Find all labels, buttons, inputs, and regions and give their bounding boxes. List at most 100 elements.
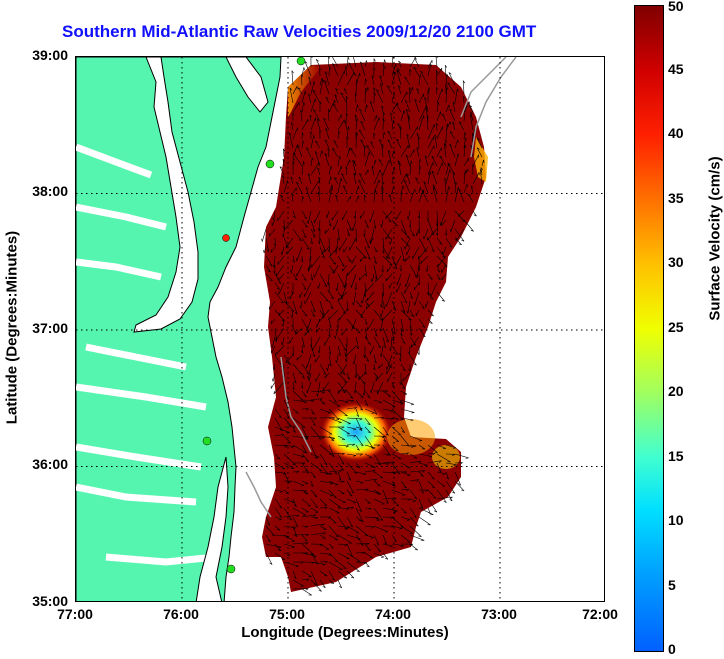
velocity-arrow bbox=[381, 291, 384, 308]
velocity-arrow bbox=[271, 318, 276, 324]
velocity-arrow-head bbox=[345, 112, 349, 116]
velocity-arrow-head bbox=[410, 404, 414, 406]
velocity-arrow-head bbox=[345, 401, 349, 404]
velocity-arrow bbox=[310, 157, 313, 167]
velocity-arrow-head bbox=[313, 81, 316, 85]
velocity-arrow-head bbox=[279, 429, 283, 432]
velocity-arrow-head bbox=[356, 414, 360, 417]
velocity-arrow-head bbox=[399, 268, 402, 272]
velocity-arrow bbox=[314, 354, 321, 363]
velocity-arrow bbox=[363, 145, 366, 158]
velocity-arrow bbox=[382, 408, 394, 412]
velocity-arrow-head bbox=[472, 133, 475, 137]
colorbar-tick: 50 bbox=[668, 0, 684, 14]
velocity-arrow bbox=[331, 210, 339, 221]
velocity-arrow bbox=[371, 381, 375, 393]
velocity-arrow-head bbox=[329, 252, 332, 256]
velocity-arrow bbox=[454, 153, 459, 167]
velocity-arrow-head bbox=[417, 352, 420, 355]
velocity-arrow-head bbox=[412, 87, 414, 91]
velocity-arrow bbox=[283, 444, 295, 447]
velocity-arrow bbox=[454, 453, 469, 459]
velocity-arrow bbox=[391, 92, 395, 104]
velocity-arrow-head bbox=[390, 418, 394, 421]
velocity-arrow-head bbox=[394, 510, 398, 512]
velocity-arrow bbox=[436, 210, 438, 227]
velocity-arrow-head bbox=[383, 131, 386, 136]
velocity-arrow-head bbox=[300, 399, 304, 401]
velocity-arrow-head bbox=[452, 101, 456, 105]
velocity-arrow bbox=[292, 152, 303, 167]
velocity-arrow-head bbox=[444, 233, 447, 236]
velocity-arrow-head bbox=[394, 224, 398, 227]
velocity-arrow bbox=[355, 399, 364, 411]
velocity-arrow bbox=[391, 498, 400, 507]
velocity-arrow-head bbox=[452, 454, 456, 456]
velocity-arrow-head bbox=[361, 382, 366, 384]
velocity-arrow bbox=[328, 417, 342, 423]
velocity-arrow-head bbox=[340, 468, 344, 471]
velocity-arrow-head bbox=[480, 167, 483, 171]
velocity-arrow-head bbox=[393, 308, 397, 311]
velocity-arrow bbox=[328, 579, 335, 584]
velocity-arrow-head bbox=[313, 135, 315, 139]
velocity-arrow bbox=[364, 336, 372, 345]
velocity-arrow bbox=[414, 57, 420, 68]
velocity-arrow bbox=[310, 532, 326, 536]
velocity-arrow bbox=[349, 147, 357, 158]
velocity-arrow bbox=[265, 525, 275, 537]
velocity-arrow-head bbox=[352, 159, 355, 163]
colorbar-tick: 20 bbox=[668, 383, 684, 399]
velocity-arrow bbox=[404, 255, 411, 262]
velocity-arrow bbox=[370, 210, 375, 222]
velocity-arrow-head bbox=[306, 390, 308, 394]
velocity-arrow bbox=[364, 246, 371, 260]
x-tick-label: 74:00 bbox=[375, 606, 411, 622]
velocity-arrow-head bbox=[409, 68, 412, 72]
velocity-arrow bbox=[373, 189, 376, 203]
velocity-arrow-head bbox=[398, 60, 402, 64]
velocity-arrow-head bbox=[407, 114, 410, 118]
velocity-arrow-head bbox=[291, 70, 294, 74]
velocity-arrow-head bbox=[425, 489, 429, 492]
velocity-arrow bbox=[351, 273, 357, 288]
velocity-arrow-head bbox=[307, 505, 311, 507]
velocity-arrow-head bbox=[453, 464, 457, 466]
velocity-arrow bbox=[310, 98, 316, 113]
velocity-arrow-head bbox=[458, 189, 462, 192]
velocity-arrow bbox=[445, 163, 449, 176]
velocity-arrow bbox=[355, 185, 359, 194]
velocity-arrow-head bbox=[341, 453, 345, 456]
velocity-arrow-head bbox=[374, 261, 377, 264]
velocity-arrow bbox=[307, 210, 312, 224]
velocity-arrow bbox=[328, 480, 339, 486]
velocity-arrow-head bbox=[301, 376, 305, 379]
velocity-arrow bbox=[341, 264, 348, 272]
velocity-arrow-head bbox=[313, 109, 316, 112]
velocity-arrow bbox=[286, 246, 294, 255]
velocity-arrow-head bbox=[285, 492, 289, 494]
velocity-arrow-head bbox=[461, 220, 465, 222]
velocity-arrow-head bbox=[424, 155, 428, 159]
velocity-arrow bbox=[351, 255, 357, 264]
velocity-arrow bbox=[443, 143, 447, 158]
velocity-arrow-head bbox=[345, 166, 348, 170]
velocity-arrow bbox=[304, 327, 312, 336]
velocity-arrow bbox=[285, 237, 294, 249]
velocity-arrow-head bbox=[296, 514, 300, 517]
velocity-arrow bbox=[373, 480, 381, 487]
velocity-arrow bbox=[409, 435, 423, 441]
velocity-arrow bbox=[373, 309, 383, 321]
velocity-arrow bbox=[319, 79, 324, 95]
velocity-arrow-head bbox=[366, 359, 370, 362]
velocity-arrow-head bbox=[294, 278, 298, 281]
velocity-arrow-head bbox=[328, 316, 330, 320]
velocity-arrow-head bbox=[359, 258, 361, 262]
velocity-arrow-head bbox=[362, 551, 366, 555]
velocity-arrow-head bbox=[290, 310, 294, 312]
velocity-arrow bbox=[364, 516, 380, 519]
velocity-arrow bbox=[373, 159, 376, 167]
velocity-arrow bbox=[337, 444, 349, 447]
velocity-arrow bbox=[395, 255, 402, 267]
velocity-arrow bbox=[311, 336, 321, 351]
